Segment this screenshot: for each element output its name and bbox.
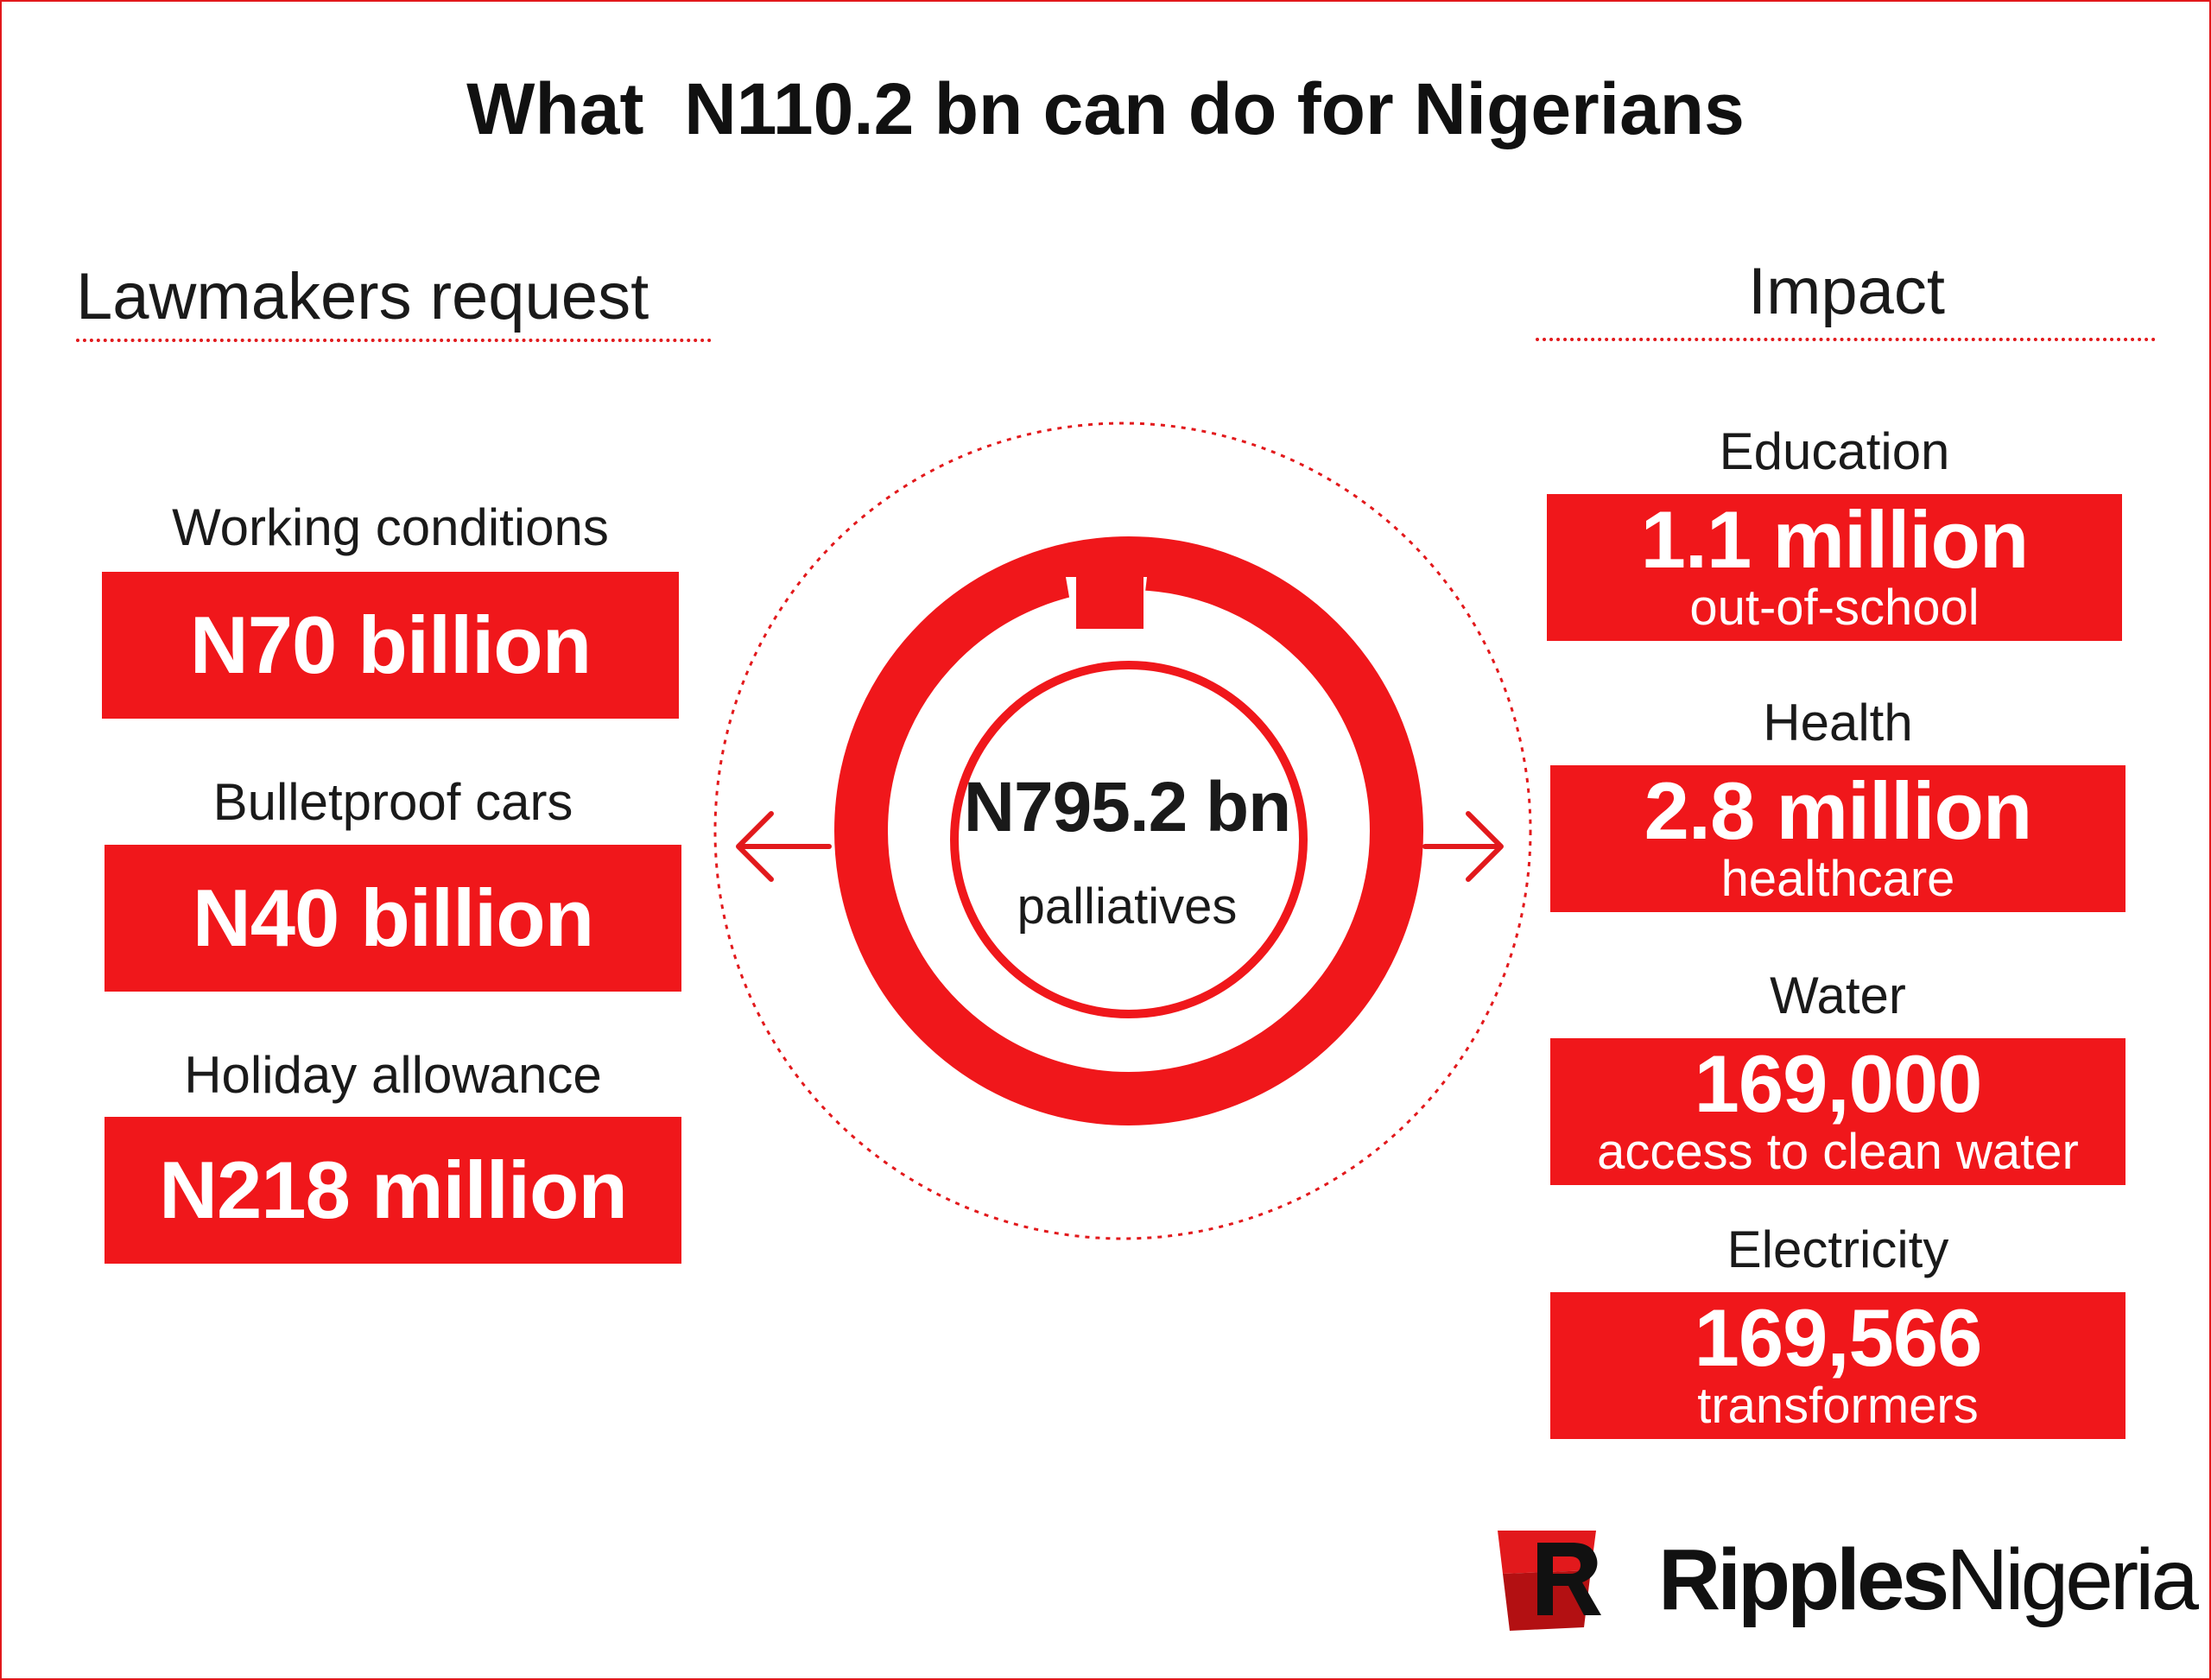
education-value: 1.1 million (1640, 494, 2030, 586)
education-value-box: 1.1 million out-of-school (1547, 494, 2122, 641)
working-conditions-value-box: N70 billion (102, 572, 679, 719)
ripples-nigeria-logo: RipplesNigeria (1494, 1522, 2199, 1634)
health-label: Health (1763, 694, 1913, 751)
water-value: 169,000 (1694, 1038, 1983, 1130)
education-sub: out-of-school (1689, 580, 1980, 637)
electricity-value: 169,566 (1694, 1292, 1983, 1384)
palliatives-amount: N795.2 bn (963, 768, 1291, 846)
bulletproof-cars-value: N40 billion (192, 872, 594, 963)
impact-heading: Impact (1747, 255, 1946, 328)
page-title: What N110.2 bn can do for Nigerians (466, 68, 1745, 149)
left-heading-underline (76, 339, 712, 342)
health-sub: healthcare (1720, 851, 1955, 908)
donut-ring (834, 536, 1423, 1125)
holiday-allowance-label: Holiday allowance (184, 1046, 602, 1104)
ripples-logo-icon (1498, 1531, 1601, 1631)
health-value-box: 2.8 million healthcare (1550, 765, 2125, 912)
left-arrow-icon (736, 811, 832, 882)
bulletproof-cars-label: Bulletproof cars (212, 773, 573, 831)
outer-dotted-circle (713, 422, 1532, 1240)
education-label: Education (1719, 422, 1950, 480)
holiday-allowance-value-box: N218 million (105, 1117, 681, 1264)
electricity-value-box: 169,566 transformers (1550, 1292, 2125, 1439)
electricity-label: Electricity (1726, 1220, 1949, 1278)
right-heading-underline (1536, 338, 2156, 341)
right-arrow-icon (1422, 811, 1504, 882)
logo-bold: Ripples (1658, 1531, 1949, 1628)
palliatives-label: palliatives (1017, 878, 1238, 935)
donut-inner-circle (950, 661, 1308, 1018)
water-label: Water (1770, 967, 1906, 1024)
working-conditions-label: Working conditions (172, 498, 609, 556)
donut-notch-tab (1076, 577, 1144, 629)
working-conditions-value: N70 billion (189, 599, 592, 690)
electricity-sub: transformers (1697, 1378, 1979, 1435)
water-sub: access to clean water (1597, 1124, 2079, 1181)
logo-regular: Nigeria (1946, 1531, 2199, 1628)
holiday-allowance-value: N218 million (159, 1144, 628, 1235)
water-value-box: 169,000 access to clean water (1550, 1038, 2125, 1185)
lawmakers-request-heading: Lawmakers request (76, 260, 649, 333)
bulletproof-cars-value-box: N40 billion (105, 845, 681, 992)
health-value: 2.8 million (1644, 765, 2033, 857)
logo-wordmark: RipplesNigeria (1658, 1531, 2199, 1630)
